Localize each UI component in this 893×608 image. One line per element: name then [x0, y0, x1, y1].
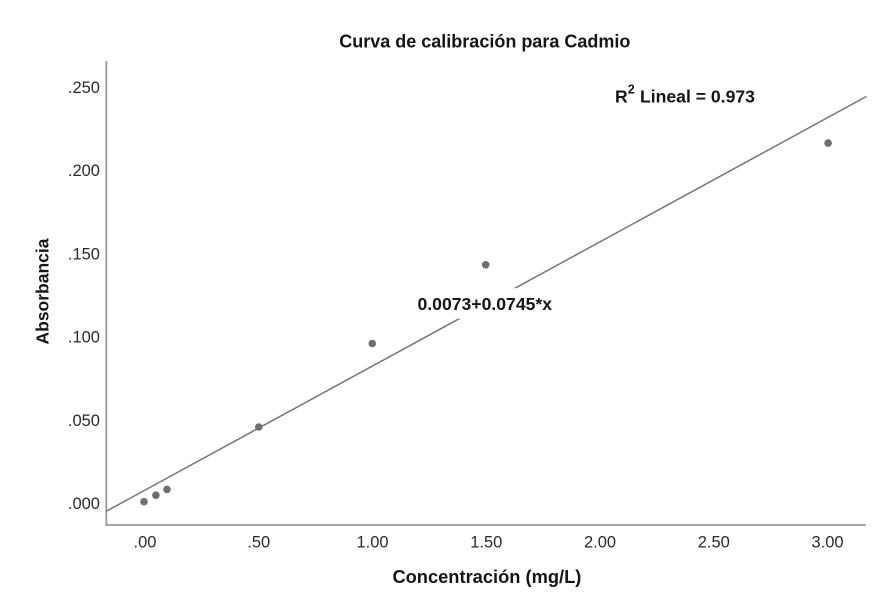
svg-text:Curva de calibración para Cadm: Curva de calibración para Cadmio [339, 32, 630, 52]
svg-text:.000: .000 [68, 495, 100, 513]
svg-text:1.00: 1.00 [356, 534, 388, 552]
svg-text:.050: .050 [68, 412, 100, 430]
svg-text:Absorbancia: Absorbancia [33, 238, 53, 344]
svg-text:.150: .150 [68, 245, 100, 263]
svg-text:2: 2 [628, 83, 635, 97]
svg-text:.50: .50 [247, 534, 270, 552]
svg-text:Lineal = 0.973: Lineal = 0.973 [640, 87, 755, 107]
svg-text:1.50: 1.50 [470, 534, 502, 552]
svg-text:3.00: 3.00 [811, 534, 843, 552]
svg-text:Concentración (mg/L): Concentración (mg/L) [392, 566, 581, 587]
svg-text:.200: .200 [68, 162, 100, 180]
svg-text:.00: .00 [134, 534, 157, 552]
svg-text:R: R [615, 87, 628, 107]
svg-text:2.00: 2.00 [584, 534, 616, 552]
svg-text:.100: .100 [68, 329, 100, 347]
svg-text:.250: .250 [68, 79, 100, 97]
svg-text:0.0073+0.0745*x: 0.0073+0.0745*x [418, 294, 553, 314]
svg-text:2.50: 2.50 [698, 534, 730, 552]
